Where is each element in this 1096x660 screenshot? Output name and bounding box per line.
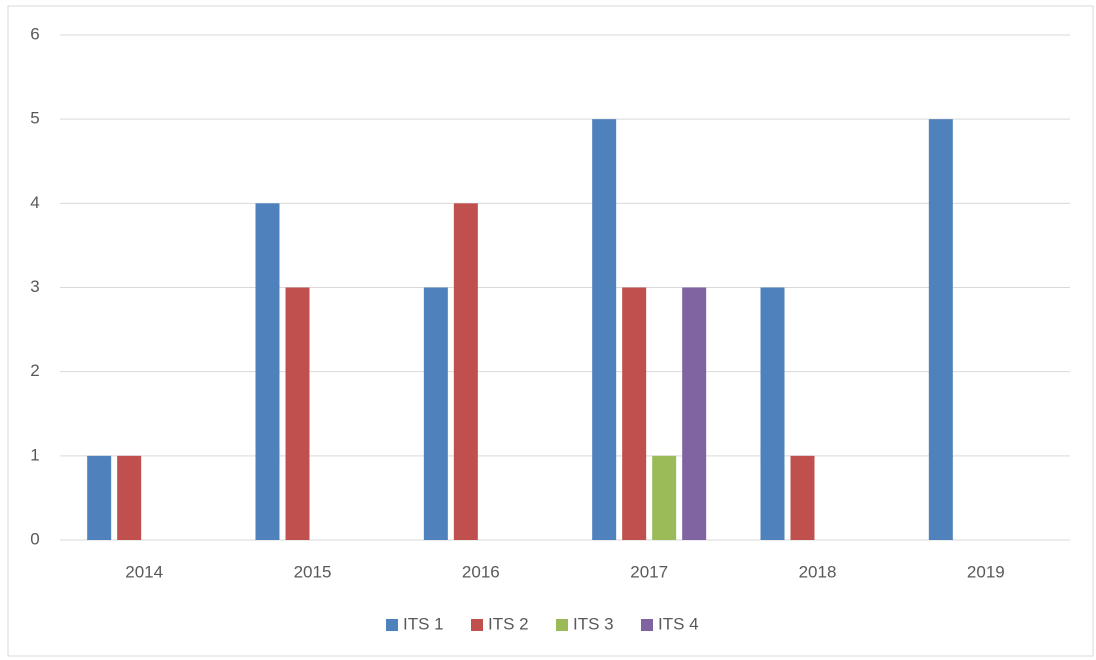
bar	[652, 455, 677, 540]
x-tick-label: 2018	[799, 562, 837, 581]
y-tick-label: 6	[30, 24, 39, 43]
bar	[682, 287, 707, 540]
y-tick-label: 1	[30, 445, 39, 464]
x-tick-label: 2019	[967, 562, 1005, 581]
bar	[117, 455, 142, 540]
legend-label: ITS 4	[658, 614, 699, 633]
y-tick-label: 2	[30, 361, 39, 380]
legend-swatch	[641, 619, 653, 631]
y-tick-label: 0	[30, 529, 39, 548]
bar	[928, 119, 953, 541]
x-tick-label: 2016	[462, 562, 500, 581]
bar	[453, 203, 478, 541]
x-tick-label: 2015	[294, 562, 332, 581]
legend-swatch	[386, 619, 398, 631]
bar	[285, 287, 310, 540]
legend-label: ITS 2	[488, 614, 529, 633]
y-tick-label: 4	[30, 193, 39, 212]
bar	[87, 455, 112, 540]
legend-label: ITS 1	[403, 614, 444, 633]
chart-frame	[7, 5, 1094, 657]
legend-label: ITS 3	[573, 614, 614, 633]
bar	[760, 287, 785, 540]
bar	[255, 203, 280, 541]
x-tick-label: 2014	[125, 562, 163, 581]
legend-swatch	[471, 619, 483, 631]
bar	[790, 455, 815, 540]
x-tick-label: 2017	[630, 562, 668, 581]
bar	[423, 287, 448, 540]
y-tick-label: 5	[30, 109, 39, 128]
y-tick-label: 3	[30, 277, 39, 296]
bar	[622, 287, 647, 540]
bar	[592, 119, 617, 541]
legend-swatch	[556, 619, 568, 631]
